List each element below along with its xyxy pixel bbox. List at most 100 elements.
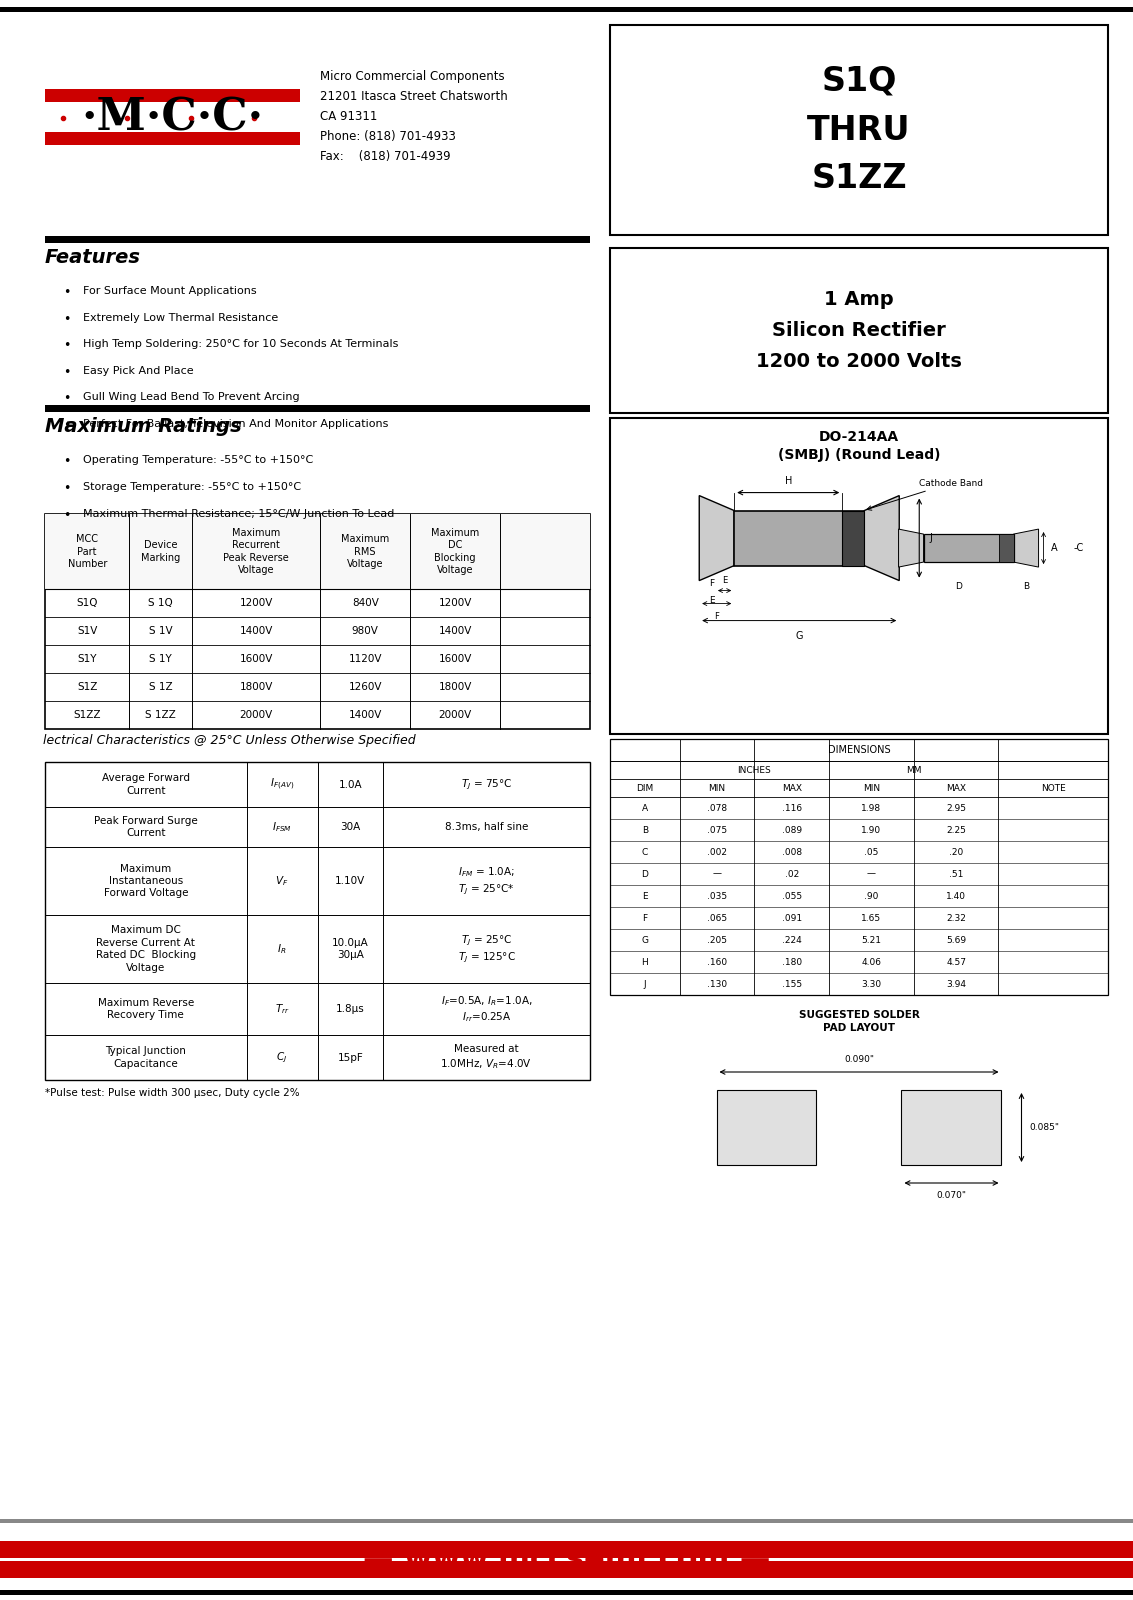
Text: S 1Z: S 1Z [150,682,172,693]
Text: G: G [641,936,648,944]
Text: 1.40: 1.40 [946,891,966,901]
Text: 1.90: 1.90 [861,826,881,835]
Text: •: • [63,312,70,325]
Bar [902,1090,1002,1165]
Text: •: • [63,286,70,299]
Text: S1V: S1V [77,626,97,637]
Text: Gull Wing Lead Bend To Prevent Arcing: Gull Wing Lead Bend To Prevent Arcing [83,392,299,402]
Text: E: E [709,595,715,605]
Text: S 1ZZ: S 1ZZ [145,710,177,720]
Text: DIM: DIM [637,784,654,792]
Bar [610,248,1108,413]
Bar [45,514,590,589]
Text: .05: .05 [864,848,878,856]
Text: Peak Forward Surge
Current: Peak Forward Surge Current [94,816,197,838]
Polygon shape [1014,530,1039,566]
Text: 10.0μA
30μA: 10.0μA 30μA [332,938,368,960]
Text: Micro Commercial Components
21201 Itasca Street Chatsworth
CA 91311
Phone: (818): Micro Commercial Components 21201 Itasca… [320,70,508,163]
Text: 2.32: 2.32 [946,914,966,923]
Bar [45,514,590,730]
Bar [45,133,300,146]
Text: S1Q
THRU
S1ZZ: S1Q THRU S1ZZ [807,66,911,195]
Text: .130: .130 [707,979,727,989]
Text: A: A [641,803,648,813]
Text: .008: .008 [782,848,802,856]
Text: $T_{rr}$: $T_{rr}$ [274,1002,289,1016]
Bar [610,418,1108,734]
Bar [45,235,590,243]
Text: .224: .224 [782,936,802,944]
Text: 1120V: 1120V [349,654,382,664]
Text: S1Y: S1Y [77,654,97,664]
Text: .075: .075 [707,826,727,835]
Text: 1400V: 1400V [438,626,471,637]
Text: $I_{FSM}$: $I_{FSM}$ [272,821,292,834]
Text: .160: .160 [707,957,727,966]
Text: 0.070": 0.070" [937,1190,966,1200]
Text: 1600V: 1600V [438,654,471,664]
Text: •: • [63,509,70,522]
Text: E: E [722,576,727,584]
Text: MM: MM [906,765,921,774]
Text: $I_{FM}$ = 1.0A;
$T_J$ = 25°C*: $I_{FM}$ = 1.0A; $T_J$ = 25°C* [458,866,516,896]
Text: F: F [714,611,719,621]
Bar [998,534,1014,562]
Text: High Temp Soldering: 250°C for 10 Seconds At Terminals: High Temp Soldering: 250°C for 10 Second… [83,339,399,349]
Text: 2000V: 2000V [239,710,273,720]
Text: .089: .089 [782,826,802,835]
Text: —: — [867,869,876,878]
Text: $I_R$: $I_R$ [278,942,287,955]
Text: D: D [955,582,962,590]
Text: •: • [63,454,70,469]
Text: .180: .180 [782,957,802,966]
Text: 4.57: 4.57 [946,957,966,966]
Text: H: H [641,957,648,966]
Text: Features: Features [45,248,140,267]
Text: •: • [63,339,70,352]
Text: .20: .20 [949,848,963,856]
Text: Maximum Ratings: Maximum Ratings [45,418,241,437]
Text: 1.0A: 1.0A [339,779,363,789]
Text: 1800V: 1800V [239,682,273,693]
Bar [0,1541,1133,1558]
Text: 1.65: 1.65 [861,914,881,923]
Text: MAX: MAX [946,784,966,792]
Text: .091: .091 [782,914,802,923]
Text: 840V: 840V [351,598,378,608]
Text: S 1Y: S 1Y [150,654,172,664]
Text: .078: .078 [707,803,727,813]
Text: .035: .035 [707,891,727,901]
Text: 1800V: 1800V [438,682,471,693]
Text: 2.25: 2.25 [946,826,966,835]
Polygon shape [699,496,734,581]
Text: .116: .116 [782,803,802,813]
Text: lectrical Characteristics @ 25°C Unless Otherwise Specified: lectrical Characteristics @ 25°C Unless … [43,734,416,747]
Text: Maximum DC
Reverse Current At
Rated DC  Blocking
Voltage: Maximum DC Reverse Current At Rated DC B… [96,925,196,973]
Text: Extremely Low Thermal Resistance: Extremely Low Thermal Resistance [83,312,279,323]
Bar [923,534,1014,562]
Bar [45,405,590,411]
Text: MIN: MIN [708,784,725,792]
Text: 1260V: 1260V [349,682,382,693]
Text: For Surface Mount Applications: For Surface Mount Applications [83,286,257,296]
Text: J: J [644,979,646,989]
Text: Average Forward
Current: Average Forward Current [102,773,190,795]
Text: — www.mccsemi.com —: — www.mccsemi.com — [363,1546,770,1574]
Text: DIMENSIONS: DIMENSIONS [828,746,891,755]
Text: 3.94: 3.94 [946,979,966,989]
Text: —: — [713,869,722,878]
Text: Easy Pick And Place: Easy Pick And Place [83,365,194,376]
Text: H: H [784,475,792,485]
Text: Maximum Reverse
Recovery Time: Maximum Reverse Recovery Time [97,998,194,1021]
Text: DO-214AA
(SMBJ) (Round Lead): DO-214AA (SMBJ) (Round Lead) [777,430,940,462]
Text: B: B [641,826,648,835]
Text: -C: -C [1074,542,1084,554]
Text: .51: .51 [949,869,963,878]
Text: D: D [641,869,648,878]
Text: 1400V: 1400V [239,626,273,637]
Text: 1600V: 1600V [239,654,273,664]
Text: F: F [709,579,714,587]
Bar [842,510,864,565]
Bar [45,762,590,1080]
Text: 15pF: 15pF [338,1053,363,1062]
